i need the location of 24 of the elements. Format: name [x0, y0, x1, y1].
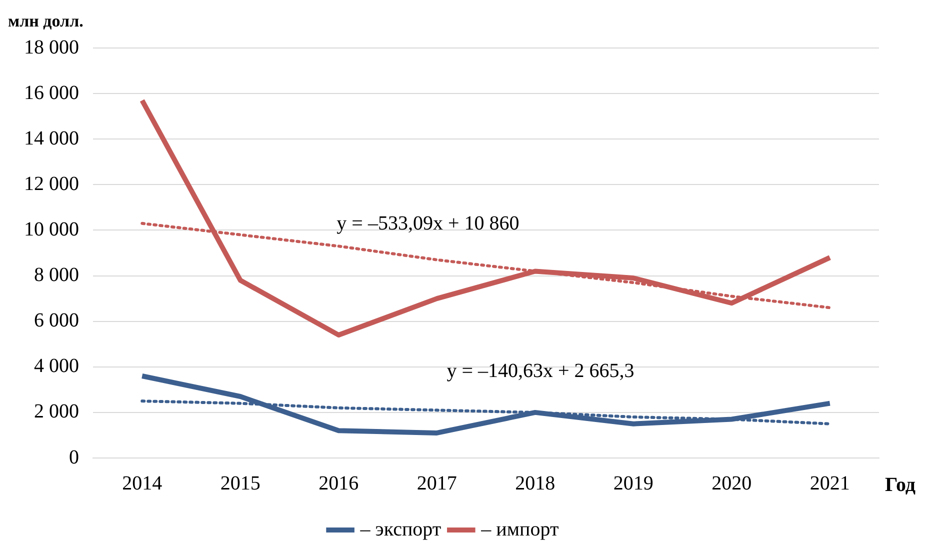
y-tick-label: 8 000 — [34, 264, 79, 286]
y-tick-label: 6 000 — [34, 310, 79, 332]
annotation: y = –140,63x + 2 665,3 — [446, 360, 634, 382]
y-axis-title: млн долл. — [8, 11, 84, 30]
x-tick-label: 2014 — [122, 472, 162, 494]
legend-label: – экспорт — [359, 518, 442, 540]
y-tick-label: 0 — [69, 446, 79, 468]
legend-label: – импорт — [480, 518, 559, 540]
x-axis-title: Год — [885, 474, 916, 496]
y-tick-label: 4 000 — [34, 355, 79, 378]
y-tick-label: 12 000 — [24, 172, 79, 195]
y-tick-label: 14 000 — [24, 127, 79, 150]
x-tick-label: 2020 — [712, 472, 752, 494]
y-tick-label: 10 000 — [24, 218, 79, 240]
y-tick-label: 2 000 — [34, 400, 79, 423]
x-tick-label: 2017 — [416, 472, 457, 494]
x-tick-label: 2019 — [613, 472, 654, 494]
y-tick-label: 16 000 — [24, 82, 79, 104]
annotation: y = –533,09x + 10 860 — [336, 212, 520, 235]
x-tick-label: 2015 — [220, 472, 260, 494]
x-tick-label: 2016 — [318, 472, 359, 494]
x-tick-label: 2021 — [810, 472, 850, 494]
x-tick-label: 2018 — [515, 472, 556, 494]
y-tick-label: 18 000 — [24, 36, 79, 58]
